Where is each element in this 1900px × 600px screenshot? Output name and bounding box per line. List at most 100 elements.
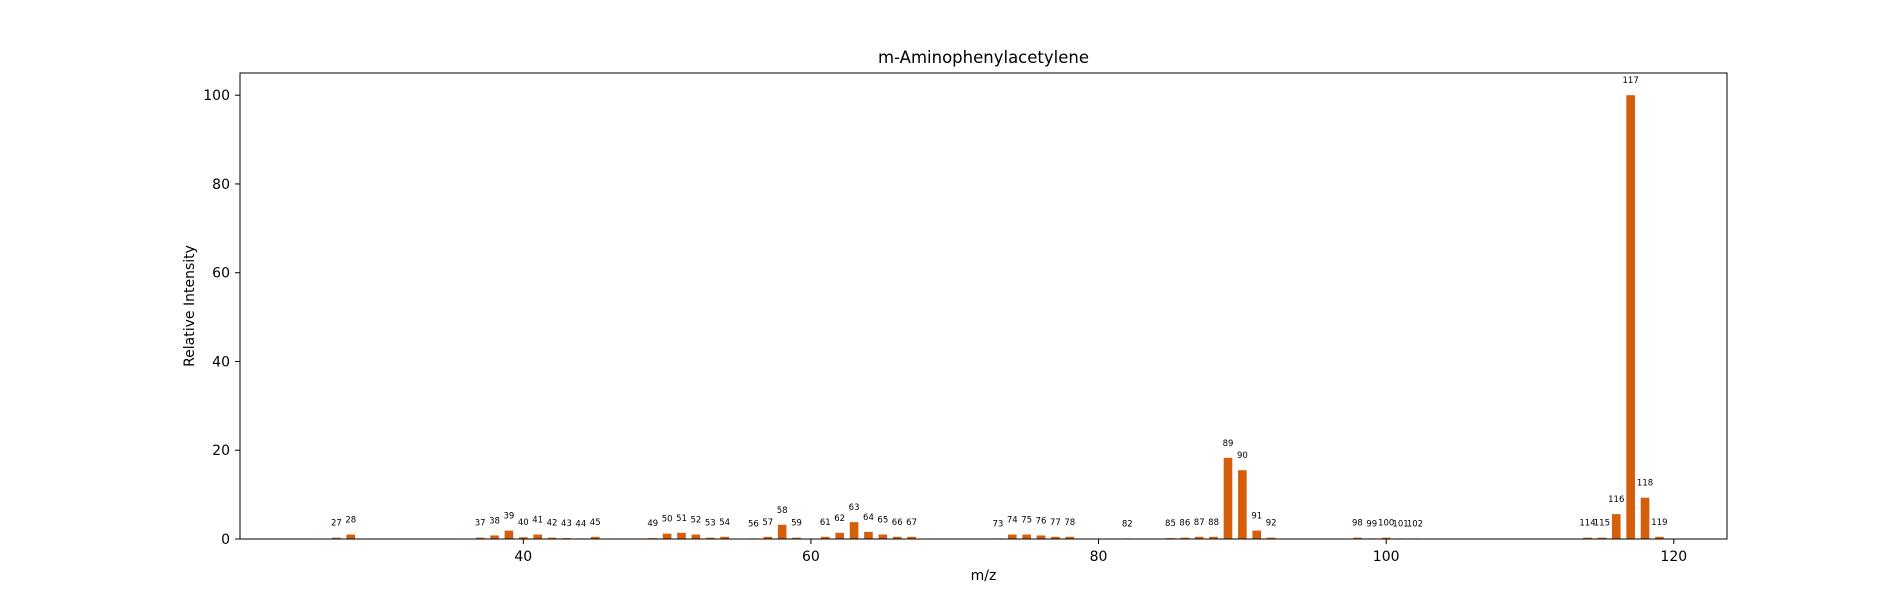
- bar-mz-88: [1209, 536, 1218, 539]
- peak-label-mz-40: 40: [518, 518, 529, 528]
- peak-label-mz-73: 73: [992, 520, 1003, 530]
- bar-mz-59: [792, 537, 801, 539]
- bar-mz-74: [1007, 534, 1017, 539]
- peak-label-mz-52: 52: [690, 516, 701, 526]
- bar-mz-118: [1640, 497, 1650, 539]
- bar-mz-27: [332, 537, 341, 539]
- peak-label-mz-49: 49: [647, 519, 658, 529]
- peak-label-mz-37: 37: [475, 519, 486, 529]
- peak-label-mz-115: 115: [1594, 519, 1610, 529]
- y-tick-label-100: 100: [203, 88, 230, 104]
- peak-label-mz-66: 66: [892, 518, 903, 528]
- peak-label-mz-101: 101: [1392, 520, 1408, 530]
- peak-label-mz-63: 63: [849, 503, 860, 513]
- bar-mz-66: [892, 536, 902, 539]
- bar-mz-65: [878, 534, 888, 539]
- bar-mz-50: [662, 533, 672, 539]
- bar-mz-76: [1036, 535, 1046, 539]
- peak-label-mz-45: 45: [590, 518, 601, 528]
- peak-label-mz-65: 65: [877, 516, 888, 526]
- bar-mz-62: [835, 532, 845, 539]
- peak-label-mz-86: 86: [1179, 519, 1190, 529]
- peak-label-mz-42: 42: [547, 519, 558, 529]
- peak-label-mz-102: 102: [1407, 520, 1423, 530]
- peak-label-mz-74: 74: [1007, 516, 1018, 526]
- bar-mz-67: [907, 536, 916, 539]
- x-tick-label-80: 80: [1090, 549, 1108, 565]
- peak-label-mz-119: 119: [1651, 518, 1667, 528]
- plot-frame: [239, 72, 1728, 540]
- bar-mz-28: [346, 534, 356, 539]
- peak-label-mz-87: 87: [1194, 518, 1205, 528]
- bar-mz-63: [849, 522, 859, 539]
- bar-mz-90: [1238, 470, 1247, 539]
- bar-mz-75: [1022, 534, 1031, 539]
- bar-mz-119: [1655, 536, 1664, 539]
- peak-label-mz-38: 38: [489, 516, 500, 526]
- peak-label-mz-67: 67: [906, 518, 917, 528]
- bar-mz-61: [820, 536, 830, 539]
- peak-label-mz-51: 51: [676, 514, 687, 524]
- y-tick-label-20: 20: [212, 443, 230, 459]
- peak-label-mz-82: 82: [1122, 520, 1133, 530]
- peak-label-mz-64: 64: [863, 513, 874, 523]
- peak-label-mz-50: 50: [662, 515, 673, 525]
- peak-label-mz-61: 61: [820, 518, 831, 528]
- peak-label-mz-28: 28: [345, 516, 356, 526]
- peak-label-mz-92: 92: [1266, 519, 1277, 529]
- peak-label-mz-41: 41: [532, 516, 543, 526]
- bar-mz-116: [1611, 514, 1621, 539]
- x-axis-label: m/z: [971, 568, 997, 584]
- bar-mz-39: [504, 530, 514, 539]
- bar-mz-64: [864, 531, 873, 539]
- peak-label-mz-44: 44: [575, 520, 586, 530]
- bar-mz-78: [1065, 536, 1075, 539]
- peak-label-mz-75: 75: [1021, 516, 1032, 526]
- bar-mz-92: [1266, 537, 1276, 539]
- y-tick-label-0: 0: [221, 532, 230, 548]
- peak-label-mz-53: 53: [705, 519, 716, 529]
- y-tick-label-40: 40: [212, 354, 230, 370]
- x-tick-label-40: 40: [514, 549, 532, 565]
- bar-mz-51: [677, 532, 686, 539]
- peak-label-mz-62: 62: [834, 514, 845, 524]
- peak-label-mz-57: 57: [762, 518, 773, 528]
- chart-title: m-Aminophenylacetylene: [878, 48, 1089, 67]
- peak-label-mz-91: 91: [1251, 512, 1262, 522]
- peak-label-mz-100: 100: [1378, 519, 1394, 529]
- peak-label-mz-78: 78: [1064, 518, 1075, 528]
- bar-mz-117: [1626, 95, 1635, 539]
- bar-mz-115: [1597, 537, 1607, 539]
- bar-mz-41: [533, 534, 543, 539]
- peak-label-mz-89: 89: [1223, 439, 1234, 449]
- y-tick-label-80: 80: [212, 177, 230, 193]
- x-tick-label-100: 100: [1373, 549, 1400, 565]
- peak-label-mz-58: 58: [777, 506, 788, 516]
- bar-mz-98: [1353, 537, 1362, 539]
- peak-label-mz-43: 43: [561, 519, 572, 529]
- y-axis-label: Relative Intensity: [182, 245, 198, 367]
- x-tick-label-120: 120: [1660, 549, 1687, 565]
- peak-label-mz-77: 77: [1050, 518, 1061, 528]
- peak-label-mz-90: 90: [1237, 451, 1248, 461]
- y-tick-label-60: 60: [212, 266, 230, 282]
- peak-label-mz-56: 56: [748, 520, 759, 530]
- bar-mz-45: [590, 536, 600, 539]
- peak-label-mz-27: 27: [331, 519, 342, 529]
- peak-label-mz-117: 117: [1623, 76, 1639, 86]
- peak-label-mz-98: 98: [1352, 519, 1363, 529]
- peak-label-mz-59: 59: [791, 519, 802, 529]
- bar-mz-53: [705, 537, 715, 539]
- peak-label-mz-85: 85: [1165, 519, 1176, 529]
- bar-mz-40: [518, 537, 528, 539]
- y-axis-ticks: 0 20 40 60 80 100: [203, 88, 240, 548]
- bar-mz-114: [1583, 537, 1592, 539]
- bar-mz-52: [691, 534, 701, 539]
- bar-mz-89: [1223, 457, 1233, 539]
- bars-group: [332, 95, 1664, 539]
- bar-mz-38: [490, 535, 499, 539]
- peak-label-mz-76: 76: [1036, 516, 1047, 526]
- peak-label-mz-118: 118: [1637, 479, 1653, 489]
- bar-mz-57: [763, 536, 773, 539]
